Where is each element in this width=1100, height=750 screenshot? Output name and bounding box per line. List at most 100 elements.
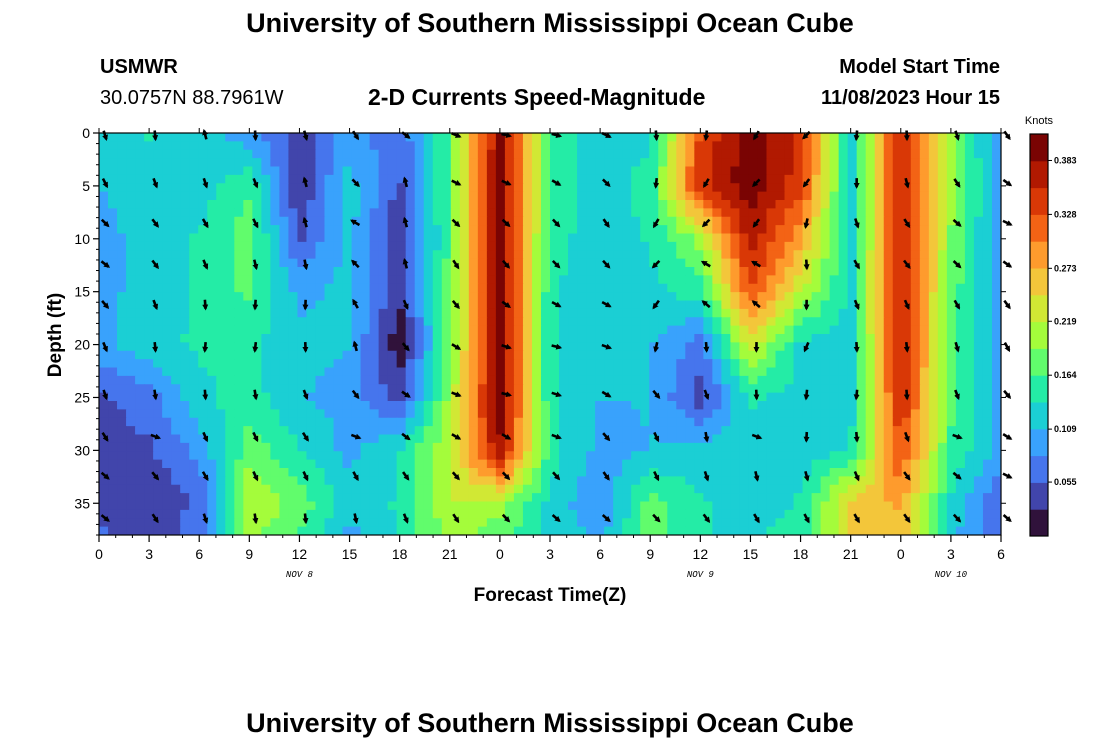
heatmap-cell [504, 401, 515, 410]
heatmap-cell [667, 392, 677, 402]
heatmap-cell [901, 375, 912, 385]
heatmap-cell [613, 233, 623, 243]
heatmap-cell [964, 442, 975, 452]
heatmap-cell [613, 476, 623, 486]
heatmap-cell [829, 392, 840, 402]
heatmap-cell [793, 501, 804, 511]
heatmap-cell [387, 401, 398, 410]
heatmap-cell [604, 459, 614, 469]
heatmap-cell [721, 459, 731, 469]
heatmap-cell [162, 518, 172, 528]
heatmap-cell [126, 484, 136, 494]
heatmap-cell [991, 518, 1001, 528]
heatmap-cell [306, 233, 317, 243]
heatmap-cell [721, 350, 731, 360]
current-vector-arrow [903, 218, 911, 229]
heatmap-cell [730, 300, 741, 310]
heatmap-cell [559, 392, 569, 402]
chart-title: University of Southern Mississippi Ocean… [246, 8, 854, 38]
heatmap-cell [108, 459, 118, 469]
heatmap-cell [730, 417, 741, 427]
heatmap-cell [604, 442, 614, 452]
heatmap-cell [387, 267, 398, 276]
heatmap-cell [766, 526, 777, 535]
heatmap-cell [396, 141, 407, 151]
heatmap-cell [613, 300, 623, 310]
heatmap-cell [631, 493, 641, 503]
heatmap-cell [396, 275, 407, 285]
heatmap-cell [423, 384, 434, 394]
current-vector-arrow [202, 259, 209, 270]
heatmap-cell [622, 166, 632, 176]
heatmap-cell [270, 526, 280, 535]
heatmap-cell [748, 417, 759, 427]
heatmap-cell [550, 225, 560, 235]
heatmap-cell [784, 174, 795, 184]
heatmap-cell [667, 250, 677, 260]
heatmap-cell [486, 484, 497, 494]
heatmap-cell [288, 401, 299, 410]
heatmap-cell [712, 283, 722, 293]
heatmap-cell [748, 267, 759, 276]
heatmap-cell [730, 392, 741, 402]
heatmap-cell [586, 342, 596, 352]
heatmap-cell [180, 183, 190, 193]
heatmap-cell [333, 149, 344, 159]
heatmap-cell [937, 158, 948, 168]
heatmap-cell [423, 208, 434, 218]
heatmap-cell [550, 233, 560, 243]
heatmap-cell [171, 359, 181, 369]
heatmap-cell [919, 166, 930, 176]
heatmap-cell [252, 468, 262, 477]
heatmap-cell [946, 442, 957, 452]
heatmap-cell [126, 375, 136, 385]
heatmap-cell [252, 459, 262, 469]
heatmap-cell [802, 200, 813, 209]
heatmap-cell [297, 375, 308, 385]
heatmap-cell [946, 267, 957, 276]
heatmap-cell [522, 493, 533, 503]
heatmap-cell [946, 359, 957, 369]
heatmap-cell [351, 493, 362, 503]
heatmap-cell [225, 141, 235, 151]
heatmap-cell [135, 174, 145, 184]
heatmap-cell [441, 484, 452, 494]
heatmap-cell [847, 442, 858, 452]
heatmap-cell [279, 526, 290, 535]
current-vector-arrow [401, 342, 410, 352]
heatmap-cell [631, 476, 641, 486]
heatmap-cell [126, 518, 136, 528]
heatmap-cell [838, 233, 849, 243]
heatmap-cell [288, 141, 299, 151]
heatmap-cell [360, 409, 371, 419]
heatmap-cell [784, 392, 795, 402]
heatmap-cell [910, 208, 921, 218]
heatmap-cell [279, 292, 290, 302]
heatmap-cell [919, 342, 930, 352]
heatmap-cell [378, 434, 389, 444]
heatmap-cell [577, 325, 587, 335]
heatmap-cell [685, 275, 695, 285]
heatmap-cell [225, 434, 235, 444]
heatmap-cell [955, 350, 966, 360]
heatmap-cell [297, 292, 308, 302]
heatmap-cell [766, 241, 777, 251]
current-vector-arrow [152, 341, 159, 353]
heatmap-cell [540, 434, 551, 444]
heatmap-cell [117, 501, 127, 511]
heatmap-cell [252, 375, 262, 385]
heatmap-cell [658, 208, 668, 218]
heatmap-cell [820, 250, 831, 260]
heatmap-cell [153, 308, 163, 318]
current-vector-arrow [302, 471, 309, 482]
heatmap-cell [198, 158, 208, 168]
heatmap-cell [432, 459, 443, 469]
heatmap-cell [667, 434, 677, 444]
heatmap-cell [865, 225, 876, 235]
heatmap-cell [721, 325, 731, 335]
heatmap-cell [288, 267, 299, 276]
heatmap-cell [865, 158, 876, 168]
heatmap-cell [622, 476, 632, 486]
heatmap-cell [234, 216, 244, 226]
heatmap-cell [820, 208, 831, 218]
